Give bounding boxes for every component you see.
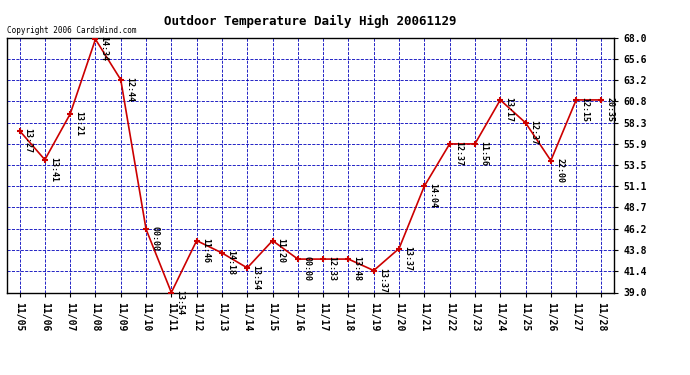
Text: 14:34: 14:34 — [99, 36, 108, 62]
Text: 12:44: 12:44 — [125, 77, 134, 102]
Text: 00:00: 00:00 — [150, 226, 159, 251]
Text: 11:56: 11:56 — [479, 141, 488, 166]
Text: 13:41: 13:41 — [49, 157, 58, 182]
Text: 11:20: 11:20 — [277, 238, 286, 263]
Text: 13:48: 13:48 — [353, 256, 362, 281]
Text: 13:54: 13:54 — [251, 265, 260, 290]
Text: 00:00: 00:00 — [302, 256, 311, 281]
Text: 11:46: 11:46 — [201, 238, 210, 263]
Text: 13:37: 13:37 — [378, 268, 387, 293]
Text: 13:21: 13:21 — [75, 111, 83, 136]
Text: Copyright 2006 CardsWind.com: Copyright 2006 CardsWind.com — [7, 26, 137, 35]
Text: 13:17: 13:17 — [504, 97, 513, 122]
Text: 12:33: 12:33 — [327, 256, 336, 281]
Text: 13:37: 13:37 — [403, 246, 412, 271]
Text: Outdoor Temperature Daily High 20061129: Outdoor Temperature Daily High 20061129 — [164, 15, 457, 28]
Text: 14:18: 14:18 — [226, 250, 235, 275]
Text: 20:35: 20:35 — [606, 97, 615, 122]
Text: 12:37: 12:37 — [530, 120, 539, 145]
Text: 22:00: 22:00 — [555, 158, 564, 183]
Text: 14:04: 14:04 — [428, 183, 437, 209]
Text: 13:54: 13:54 — [175, 290, 184, 315]
Text: 12:15: 12:15 — [580, 97, 589, 122]
Text: 12:37: 12:37 — [454, 141, 463, 166]
Text: 13:27: 13:27 — [23, 128, 32, 153]
